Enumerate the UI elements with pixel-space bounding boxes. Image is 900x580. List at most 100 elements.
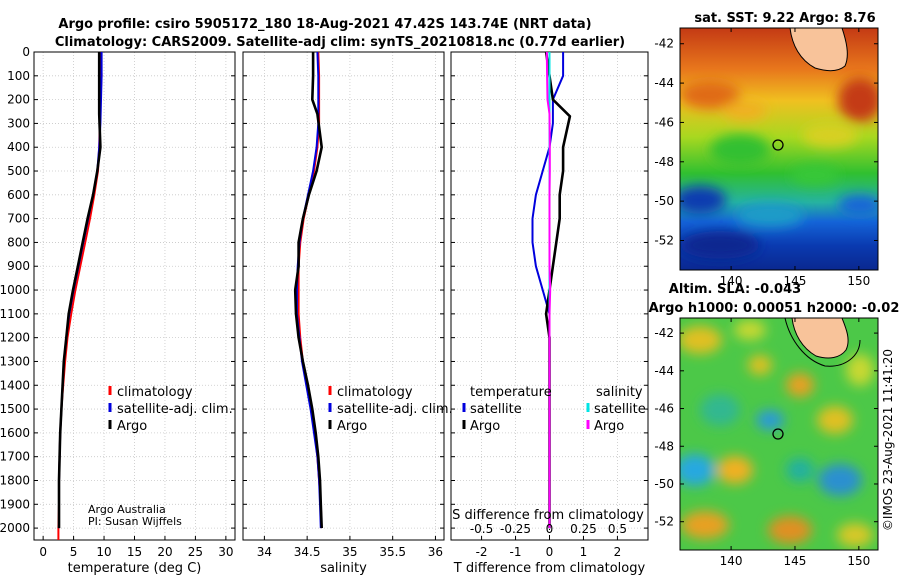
legend-label: satellite bbox=[594, 402, 646, 417]
tasmania-land bbox=[789, 28, 848, 72]
sla-texture bbox=[680, 320, 874, 547]
series-line-argo bbox=[57, 52, 102, 529]
salinity-diff-tick-label: -0.25 bbox=[500, 522, 531, 536]
x-tick-label: 35 bbox=[342, 545, 357, 559]
y-tick-label: 0 bbox=[22, 45, 30, 59]
x-tick-label: 0 bbox=[39, 545, 47, 559]
map-x-tick-label: 150 bbox=[847, 554, 870, 568]
sla-map bbox=[680, 318, 878, 550]
x-tick-label: 0 bbox=[546, 545, 554, 559]
y-tick-label: 700 bbox=[7, 212, 30, 226]
x-tick-label: 20 bbox=[157, 545, 172, 559]
series-line-s-argo bbox=[545, 51, 552, 529]
y-tick-label: 1300 bbox=[0, 354, 30, 368]
salinity-diff-tick-label: -0.5 bbox=[470, 522, 493, 536]
map-x-tick-label: 140 bbox=[720, 554, 743, 568]
x-tick-label: 36 bbox=[428, 545, 443, 559]
x-tick-label: -2 bbox=[476, 545, 488, 559]
map-x-tick-label: 145 bbox=[784, 554, 807, 568]
salinity-diff-tick-label: 0 bbox=[546, 522, 554, 536]
y-tick-label: 100 bbox=[7, 69, 30, 83]
x-tick-label: -1 bbox=[510, 545, 522, 559]
legend-label: Argo bbox=[117, 419, 147, 434]
map-y-tick-label: -44 bbox=[654, 364, 674, 378]
sst-float-marker bbox=[772, 139, 784, 151]
map-x-tick-label: 145 bbox=[784, 274, 807, 288]
diff-top-axis-label: S difference from climatology bbox=[452, 508, 644, 523]
x-tick-label: 30 bbox=[218, 545, 233, 559]
salinity-diff-tick-label: 0.25 bbox=[570, 522, 597, 536]
legend-label: Argo bbox=[470, 419, 500, 434]
legend-label: satellite bbox=[470, 402, 522, 417]
x-axis-label: temperature (deg C) bbox=[68, 561, 202, 576]
x-axis-label: T difference from climatology bbox=[453, 561, 646, 576]
sst-map-frame bbox=[679, 27, 879, 271]
map-x-tick-label: 150 bbox=[847, 274, 870, 288]
legend-label: Argo bbox=[594, 419, 624, 434]
legend-label: climatology bbox=[337, 385, 413, 400]
sst-texture bbox=[680, 78, 878, 259]
salinity-diff-tick-label: 0.5 bbox=[608, 522, 627, 536]
y-tick-label: 1900 bbox=[0, 497, 30, 511]
y-tick-label: 500 bbox=[7, 164, 30, 178]
y-tick-label: 1100 bbox=[0, 307, 30, 321]
legend-label: satellite-adj. clim. bbox=[117, 402, 233, 417]
x-tick-label: 25 bbox=[188, 545, 203, 559]
legend-label: Argo bbox=[337, 419, 367, 434]
map-y-tick-label: -46 bbox=[654, 115, 674, 129]
y-tick-label: 2000 bbox=[0, 521, 30, 535]
difference-panel: -2 -1 0 1 2 T difference from climatology temp… bbox=[450, 51, 649, 576]
sla-map-axes: 140 145 150 -42 -44 -46 -48 -50 -52 bbox=[654, 318, 878, 568]
x-tick-label: 2 bbox=[614, 545, 622, 559]
x-tick-label: 15 bbox=[127, 545, 142, 559]
sla-map-title-2: Argo h1000: 0.00051 h2000: -0.02 bbox=[649, 301, 900, 316]
sla-float-marker bbox=[772, 428, 784, 440]
map-y-tick-label: -42 bbox=[654, 37, 674, 51]
legend-label: satellite-adj. clim. bbox=[337, 402, 453, 417]
legend-title-salinity: salinity bbox=[596, 385, 643, 400]
sla-map-frame bbox=[679, 317, 879, 551]
map-y-tick-label: -50 bbox=[654, 477, 674, 491]
sla-field bbox=[680, 318, 878, 550]
sst-map-axes: 140 145 150 -42 -44 -46 -48 -50 -52 bbox=[654, 28, 878, 288]
map-y-tick-label: -52 bbox=[654, 515, 674, 529]
map-y-tick-label: -52 bbox=[654, 233, 674, 247]
salinity-diff-ticks: -0.5 -0.25 0 0.25 0.5 bbox=[470, 522, 627, 536]
x-tick-label: 1 bbox=[580, 545, 588, 559]
y-tick-label: 200 bbox=[7, 93, 30, 107]
series-line-climatology bbox=[57, 51, 103, 540]
legend-label: climatology bbox=[117, 385, 193, 400]
sla-map-title-1: Altim. SLA: -0.043 bbox=[669, 282, 801, 297]
annotation-line-1: Argo Australia bbox=[88, 503, 166, 516]
map-y-tick-label: -48 bbox=[654, 439, 674, 453]
x-tick-label: 35.5 bbox=[379, 545, 406, 559]
y-tick-label: 900 bbox=[7, 259, 30, 273]
tasmania-land-sla bbox=[791, 318, 849, 359]
x-tick-label: 34.5 bbox=[294, 545, 321, 559]
sst-map-title: sat. SST: 9.22 Argo: 8.76 bbox=[694, 11, 875, 26]
x-axis-label: salinity bbox=[320, 561, 367, 576]
y-tick-label: 600 bbox=[7, 188, 30, 202]
map-x-tick-label: 140 bbox=[720, 274, 743, 288]
annotation-line-2: PI: Susan Wijffels bbox=[88, 515, 182, 528]
y-tick-label: 1600 bbox=[0, 426, 30, 440]
sst-map bbox=[680, 28, 878, 270]
y-tick-label: 800 bbox=[7, 235, 30, 249]
map-y-tick-label: -48 bbox=[654, 155, 674, 169]
x-tick-label: 5 bbox=[70, 545, 78, 559]
sla-contour bbox=[784, 318, 861, 367]
series-line-satellite-adj-clim- bbox=[58, 52, 103, 529]
title-line-1: Argo profile: csiro 5905172_180 18-Aug-2… bbox=[58, 17, 591, 32]
watermark: ©IMOS 23-Aug-2021 11:41:20 bbox=[881, 349, 895, 531]
map-y-tick-label: -50 bbox=[654, 194, 674, 208]
axes-frame bbox=[33, 51, 236, 541]
legend-title-temperature: temperature bbox=[470, 385, 552, 400]
temperature-panel: 0100200300400500600700800900100011001200… bbox=[0, 45, 236, 576]
y-tick-label: 400 bbox=[7, 140, 30, 154]
map-y-tick-label: -42 bbox=[654, 326, 674, 340]
title-line-2: Climatology: CARS2009. Satellite-adj cli… bbox=[55, 35, 625, 50]
axes-frame bbox=[242, 51, 445, 541]
y-tick-label: 1800 bbox=[0, 473, 30, 487]
x-tick-label: 10 bbox=[96, 545, 111, 559]
